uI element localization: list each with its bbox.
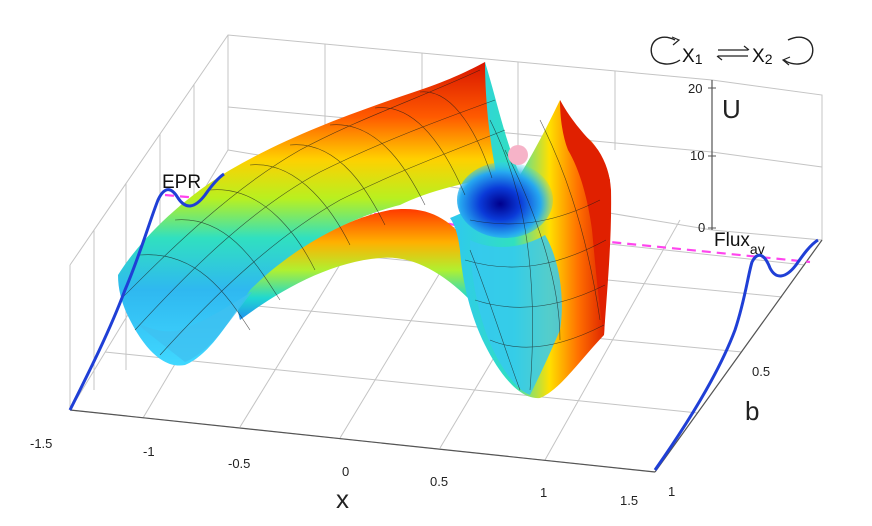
self-loop-left-icon [650, 36, 681, 65]
surface-right-well-bottom [470, 235, 562, 395]
species-x2: X2 [752, 46, 773, 67]
b-tick-labels: 0.5 1 [668, 364, 770, 499]
x-axis-label: x [336, 484, 349, 514]
surface-left-trough [118, 62, 520, 366]
b-axis-label: b [745, 396, 759, 426]
u-tick-label: 20 [688, 81, 702, 96]
reversible-arrows-icon [716, 55, 723, 61]
b-tick-label: 1 [668, 484, 675, 499]
x-tick-label: -1 [143, 444, 155, 459]
x-tick-label: 1.5 [620, 493, 638, 508]
x-tick-label: 1 [540, 485, 547, 500]
reaction-scheme-inset: X1 X2 [650, 36, 814, 67]
epr-label: EPR [162, 172, 201, 193]
surface-right-wall [560, 100, 612, 335]
u-axis-label: U [722, 94, 741, 124]
species-x1: X1 [682, 46, 703, 67]
x-tick-labels: -1.5 -1 -0.5 0 0.5 1 1.5 [30, 436, 638, 508]
epr-curve [68, 172, 225, 411]
b-tick-label: 0.5 [752, 364, 770, 379]
surface-well-minimum [457, 162, 553, 238]
saddle-marker [508, 145, 528, 165]
surface-left-trough-bottom [130, 292, 252, 362]
x-tick-label: 0 [342, 464, 349, 479]
flux-label-sub: av [750, 241, 765, 257]
species-x2-sub: 2 [765, 51, 773, 67]
axis-lines [69, 80, 823, 473]
x-tick-label: -0.5 [228, 456, 250, 471]
surface-inner-face [235, 209, 470, 320]
x-tick-label: -1.5 [30, 436, 52, 451]
flux-label-main: Flux [714, 230, 750, 251]
u-tick-labels: 20 10 0 [688, 81, 716, 235]
species-x1-main: X [682, 46, 695, 67]
u-tick-label: 10 [690, 148, 704, 163]
potential-surface [118, 62, 612, 399]
self-loop-left-arrowhead-icon [671, 36, 681, 46]
u-tick-label: 0 [698, 220, 705, 235]
flux-label: Fluxav [714, 230, 765, 257]
x-tick-label: 0.5 [430, 474, 448, 489]
surface-mesh [119, 69, 607, 391]
self-loop-right-arrowhead-icon [781, 56, 791, 66]
self-loop-right-icon [783, 36, 814, 65]
species-x2-main: X [752, 46, 765, 67]
flux-curve [653, 238, 819, 471]
species-x1-sub: 1 [695, 51, 703, 67]
